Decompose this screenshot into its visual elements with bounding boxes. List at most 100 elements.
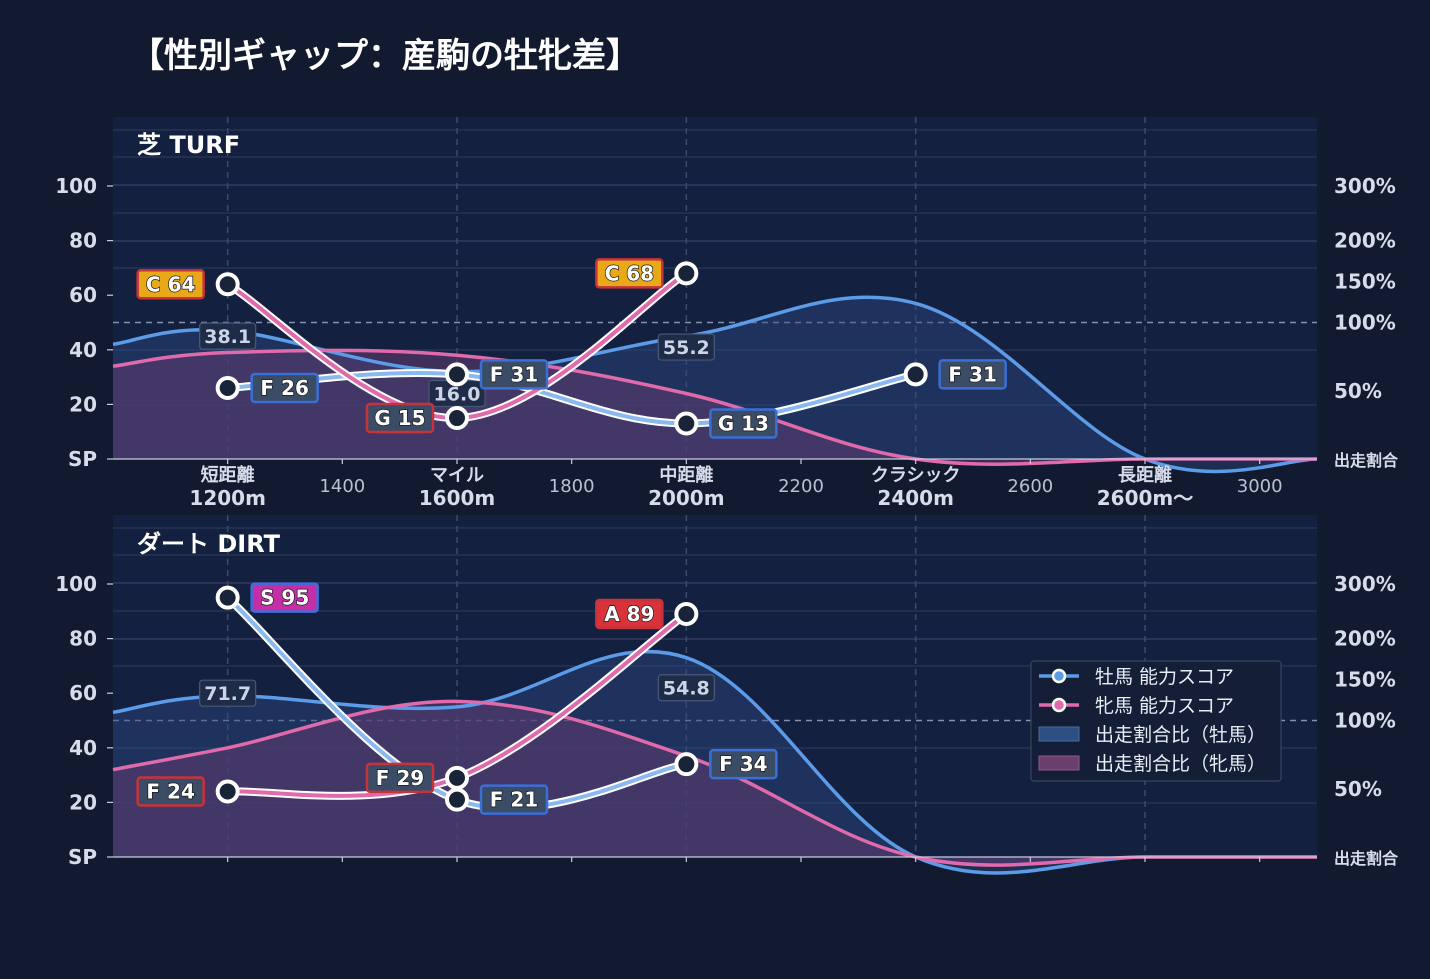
female-score-badge <box>136 776 205 807</box>
legend-female-ratio-swatch <box>1038 755 1080 771</box>
legend-label: 牡馬 能力スコア <box>1095 666 1234 688</box>
male-score-badge <box>479 359 549 390</box>
legend-label: 出走割合比（牡馬） <box>1095 724 1266 746</box>
score-label: G 13 <box>718 412 769 436</box>
score-label: F 31 <box>948 362 996 386</box>
male-score-point <box>215 585 240 610</box>
ratio-value-box <box>199 322 257 350</box>
y2-tick-label: 100% <box>1334 311 1396 335</box>
x-tick-label: 中距離 <box>659 464 713 486</box>
y2-tick-label: 100% <box>1334 709 1396 733</box>
y2-tick-label: 出走割合 <box>1334 451 1399 470</box>
ratio-value-label: 54.8 <box>663 678 710 700</box>
x-tick-label: 2400m <box>877 486 954 510</box>
y2-tick-label: 200% <box>1334 229 1396 253</box>
ratio-value-label: 38.1 <box>204 326 251 348</box>
score-label: C 68 <box>605 261 654 285</box>
y-tick-label: SP <box>68 447 97 471</box>
male-score-badge <box>250 582 319 613</box>
panel-title: 芝 TURF <box>137 131 240 159</box>
score-label: A 89 <box>604 602 654 626</box>
ratio-value-label: 71.7 <box>204 683 251 705</box>
ratio-value-box <box>657 674 715 702</box>
y-tick-label: 80 <box>69 627 97 651</box>
y-tick-label: 60 <box>69 681 97 705</box>
y-tick-label: 100 <box>55 174 97 198</box>
female-score-point <box>215 779 240 804</box>
male-score-point <box>215 376 240 401</box>
chart-title: 【性別ギャップ：産駒の牡牝差】 <box>130 36 640 76</box>
male-score-badge <box>479 784 549 815</box>
y-tick-label: 40 <box>69 736 97 760</box>
male-score-point <box>445 787 469 812</box>
ratio-value-box <box>657 333 715 361</box>
female-score-badge <box>136 269 205 300</box>
x-tick-label: 短距離 <box>201 464 255 486</box>
female-score-point <box>445 765 469 790</box>
score-label: F 31 <box>490 362 538 386</box>
x-tick-label: 長距離 <box>1118 464 1172 486</box>
ratio-value-box <box>199 679 257 707</box>
female-score-point <box>674 602 699 627</box>
legend-box <box>1030 660 1282 782</box>
score-label: S 95 <box>260 586 309 610</box>
y2-tick-label: 出走割合 <box>1334 849 1399 868</box>
male-score-point <box>674 752 699 777</box>
female-ratio-area <box>113 701 1317 866</box>
y2-tick-label: 300% <box>1334 174 1396 198</box>
female-score-badge <box>365 402 435 434</box>
y2-tick-label: 300% <box>1334 572 1396 596</box>
x-tick-label: マイル <box>430 465 484 486</box>
x-tick-label: クラシック <box>871 465 961 486</box>
female-score-badge <box>365 762 435 794</box>
ratio-value-label: 16.0 <box>434 383 481 405</box>
y2-tick-label: 50% <box>1334 379 1382 403</box>
y-tick-label: 60 <box>69 283 97 307</box>
x-tick-label: 1600m <box>419 486 496 510</box>
score-label: F 29 <box>376 766 424 790</box>
male-score-badge <box>709 408 778 439</box>
y-tick-label: 100 <box>55 572 97 596</box>
legend-marker <box>1051 668 1067 684</box>
legend-label: 出走割合比（牝馬） <box>1095 753 1266 775</box>
male-score-badge <box>938 359 1007 390</box>
ratio-value-label: 55.2 <box>663 337 710 359</box>
score-label: F 21 <box>490 788 538 812</box>
panel-title: ダート DIRT <box>137 530 281 558</box>
y-tick-label: 40 <box>69 338 97 362</box>
x-tick-label: 2200 <box>778 476 824 497</box>
male-score-line <box>227 371 917 426</box>
y2-tick-label: 200% <box>1334 627 1396 651</box>
y-tick-label: 80 <box>69 229 97 253</box>
x-tick-label: 3000 <box>1237 476 1283 497</box>
female-score-point <box>215 272 240 297</box>
y-tick-label: 20 <box>69 790 97 814</box>
female-score-badge <box>595 598 664 630</box>
legend-marker <box>1051 697 1067 713</box>
y2-tick-label: 50% <box>1334 777 1382 801</box>
female-score-badge <box>595 258 664 289</box>
male-score-badge <box>250 372 319 404</box>
x-tick-label: 1800 <box>549 476 595 497</box>
female-score-point <box>445 406 469 431</box>
male-score-badge <box>709 748 778 780</box>
score-label: G 15 <box>374 406 425 430</box>
panel-0: SP20406080100出走割合50%100%150%200%300%短距離1… <box>55 117 1399 510</box>
male-score-point <box>903 362 928 387</box>
score-label: F 34 <box>719 752 767 776</box>
male-score-point <box>674 411 699 436</box>
score-label: C 64 <box>146 272 195 296</box>
legend-label: 牝馬 能力スコア <box>1095 695 1234 717</box>
male-score-point <box>445 362 469 387</box>
x-tick-label: 1400 <box>319 476 365 497</box>
x-tick-label: 2600m〜 <box>1097 486 1194 510</box>
x-tick-label: 1200m <box>189 486 266 510</box>
score-label: F 26 <box>260 376 308 400</box>
y2-tick-label: 150% <box>1334 270 1396 294</box>
y-tick-label: 20 <box>69 392 97 416</box>
y2-tick-label: 150% <box>1334 668 1396 692</box>
female-score-point <box>674 261 699 286</box>
